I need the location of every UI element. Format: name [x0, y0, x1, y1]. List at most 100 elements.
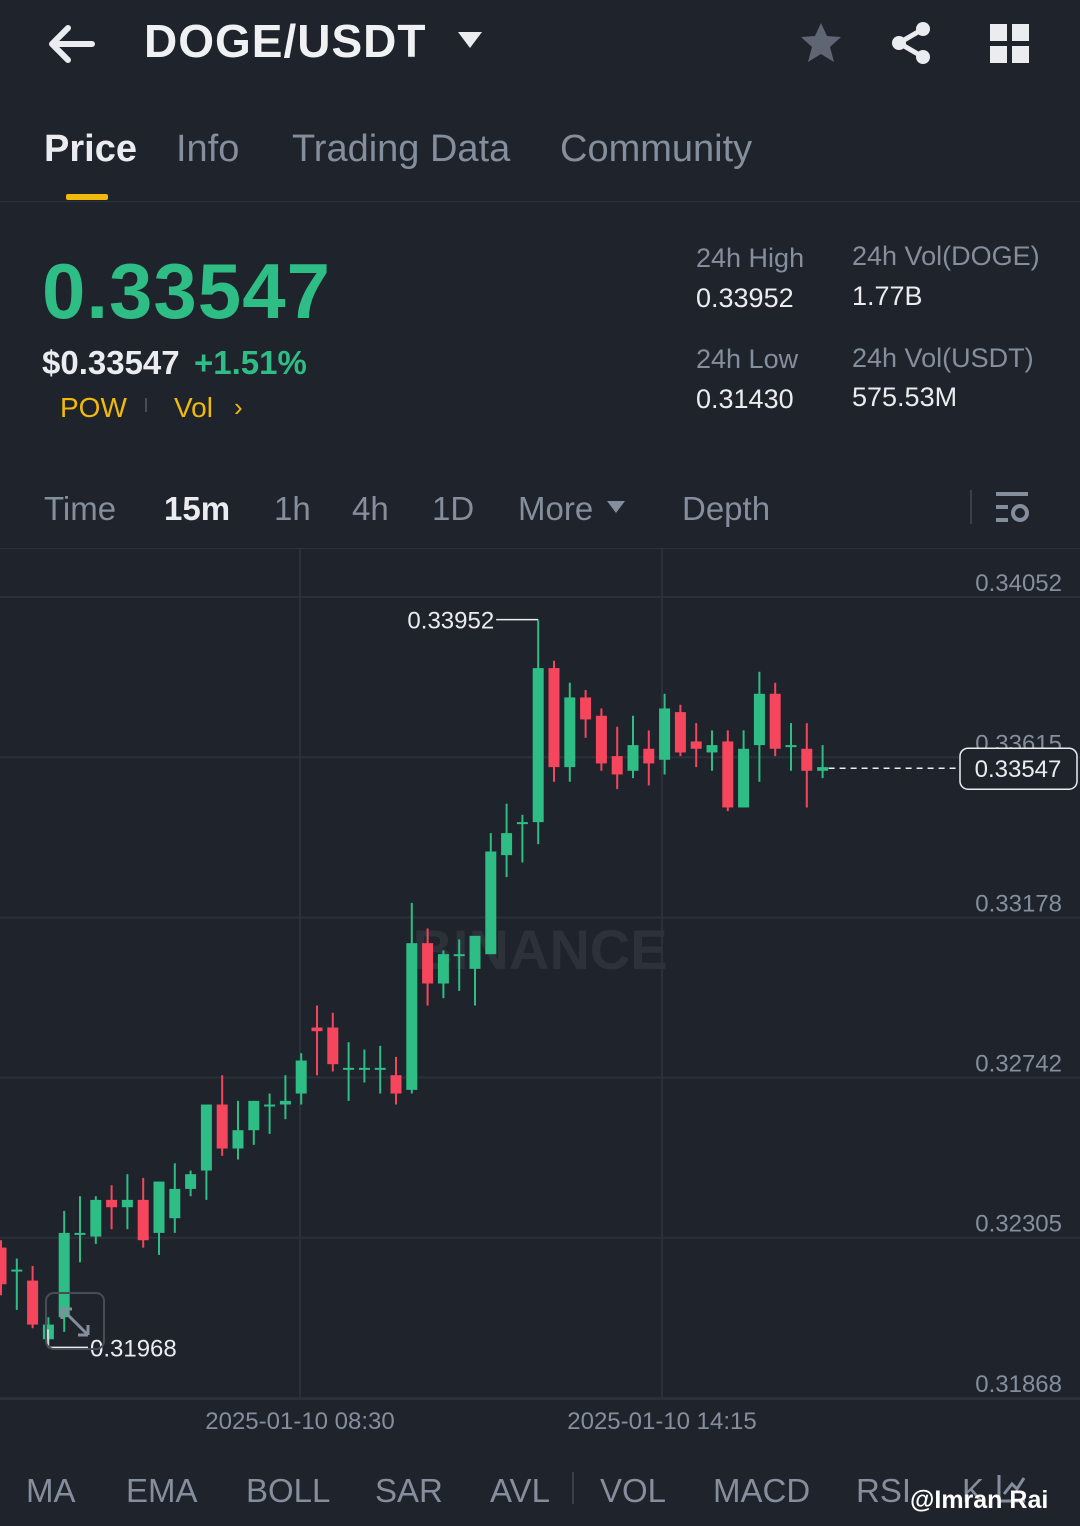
interval-15m[interactable]: 15m — [164, 490, 231, 527]
active-tab-indicator — [66, 194, 108, 200]
candle-body — [58, 1232, 70, 1318]
current-price-box — [959, 747, 1078, 790]
divider — [0, 548, 1080, 549]
share-icon[interactable] — [888, 20, 934, 66]
candle-body — [627, 745, 639, 771]
interval-time[interactable]: Time — [44, 490, 117, 527]
candle-body — [137, 1199, 149, 1241]
usd-price: $0.33547 — [42, 344, 180, 381]
candle-body — [200, 1104, 212, 1171]
dropdown-caret-icon[interactable] — [456, 30, 484, 50]
chart-settings-icon[interactable] — [992, 488, 1032, 528]
divider — [0, 201, 1080, 202]
stat-high-value: 0.33952 — [696, 283, 794, 313]
indicator-ma[interactable]: MA — [26, 1472, 76, 1509]
current-price-label: 0.33547 — [975, 756, 1062, 783]
candle-body — [248, 1100, 260, 1131]
credit-watermark: @Imran Rai — [910, 1486, 1049, 1514]
candle-body — [753, 693, 765, 746]
candle-body — [406, 943, 418, 1090]
interval-more[interactable]: More — [518, 490, 594, 527]
change-percent: +1.51% — [194, 344, 307, 381]
candle-body — [264, 1104, 276, 1107]
candle-body — [27, 1280, 39, 1325]
x-tick-label: 2025-01-10 14:15 — [567, 1408, 757, 1435]
back-arrow-icon[interactable] — [44, 22, 98, 66]
indicator-k[interactable]: K — [962, 1472, 985, 1509]
interval-4h[interactable]: 4h — [352, 490, 389, 527]
stat-vol-base-label: 24h Vol(DOGE) — [852, 241, 1040, 271]
binance-watermark: BINANCE — [412, 918, 667, 981]
interval-depth[interactable]: Depth — [682, 490, 771, 527]
indicator-macd[interactable]: MACD — [713, 1472, 811, 1509]
candle-body — [485, 851, 497, 955]
candle-body — [738, 748, 750, 808]
tab-info[interactable]: Info — [176, 128, 240, 170]
tag-pow[interactable]: POW — [60, 392, 127, 423]
candle-body — [595, 715, 607, 764]
candle-body — [706, 745, 718, 753]
tab-community[interactable]: Community — [560, 128, 753, 170]
candle-body — [785, 745, 797, 748]
candle-body — [422, 943, 434, 984]
indicator-vol[interactable]: VOL — [600, 1472, 667, 1509]
interval-1d[interactable]: 1D — [432, 490, 475, 527]
candlestick-chart[interactable]: 0.340520.336150.331780.327420.323050.318… — [0, 549, 1080, 1441]
last-price: 0.33547 — [42, 247, 331, 335]
candle-body — [74, 1232, 86, 1235]
pair-title[interactable]: DOGE/USDT — [144, 15, 427, 67]
candle-body — [564, 697, 576, 768]
candle-body — [437, 954, 449, 984]
indicator-edit-icon[interactable] — [996, 1472, 1028, 1504]
candle-body — [453, 954, 465, 957]
candle-body — [295, 1060, 307, 1094]
stat-high-label: 24h High — [696, 243, 805, 273]
tab-price[interactable]: Price — [44, 128, 137, 170]
candle-body — [169, 1188, 181, 1219]
indicator-ema[interactable]: EMA — [126, 1472, 198, 1509]
candle-body — [643, 748, 655, 764]
candle-body — [659, 708, 671, 760]
candle-body — [216, 1104, 228, 1149]
candle-body — [327, 1027, 339, 1065]
candle-body — [11, 1269, 23, 1272]
fullscreen-icon[interactable] — [45, 1292, 105, 1350]
y-tick-label: 0.33178 — [975, 891, 1062, 918]
candle-body — [153, 1181, 165, 1233]
candle-body — [674, 712, 686, 753]
candle-body — [801, 748, 813, 771]
candle-body — [343, 1067, 355, 1070]
candle-body — [185, 1174, 197, 1189]
candle-body — [690, 741, 702, 749]
candle-body — [279, 1100, 291, 1105]
tag-separator — [145, 398, 147, 412]
x-tick-label: 2025-01-10 08:30 — [205, 1408, 395, 1435]
candle-body — [390, 1075, 402, 1094]
indicator-rsi[interactable]: RSI — [856, 1472, 912, 1509]
stat-vol-quote-label: 24h Vol(USDT) — [852, 343, 1034, 373]
candle-body — [548, 668, 560, 768]
y-tick-label: 0.32305 — [975, 1211, 1062, 1238]
stat-low-value: 0.31430 — [696, 384, 794, 414]
indicator-sar[interactable]: SAR — [375, 1472, 443, 1509]
candle-body — [121, 1199, 133, 1208]
candle-body — [311, 1027, 323, 1032]
stat-low-label: 24h Low — [696, 344, 799, 374]
grid-icon[interactable] — [988, 22, 1032, 66]
y-tick-label: 0.34052 — [975, 570, 1062, 597]
star-icon[interactable] — [798, 20, 844, 66]
chevron-right-icon[interactable]: › — [234, 392, 243, 422]
candle-body — [722, 741, 734, 808]
candle-body — [358, 1067, 370, 1070]
indicator-avl[interactable]: AVL — [490, 1472, 550, 1509]
tag-vol[interactable]: Vol — [174, 392, 213, 423]
more-caret-icon[interactable] — [606, 500, 626, 514]
candle-body — [90, 1199, 102, 1237]
tab-trading-data[interactable]: Trading Data — [292, 128, 511, 170]
interval-1h[interactable]: 1h — [274, 490, 311, 527]
high-marker-label: 0.33952 — [407, 608, 494, 635]
y-tick-label: 0.32742 — [975, 1050, 1062, 1077]
candle-body — [469, 935, 481, 969]
indicator-boll[interactable]: BOLL — [246, 1472, 331, 1509]
stat-vol-quote-value: 575.53M — [852, 382, 958, 412]
